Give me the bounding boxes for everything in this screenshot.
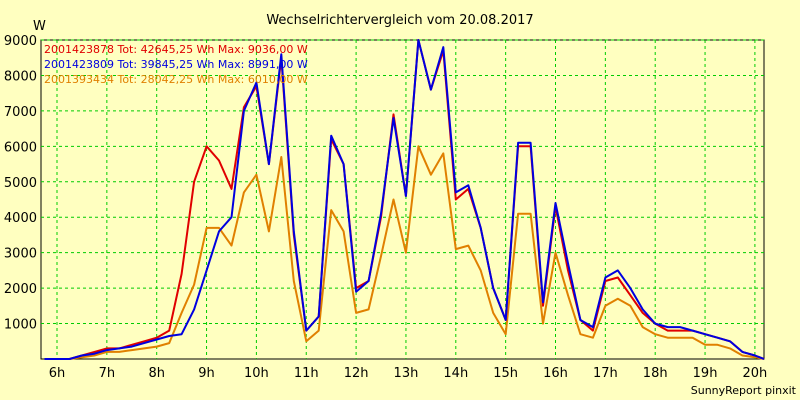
y-tick-label: 2000 bbox=[4, 282, 37, 297]
grid bbox=[41, 39, 764, 359]
y-tick-label: 1000 bbox=[4, 318, 37, 333]
y-tick-label: 9000 bbox=[4, 34, 37, 49]
x-tick-label: 6h bbox=[49, 366, 66, 381]
x-tick-labels: 6h 7h 8h 9h 10h 11h 12h 13h 14h 15h 16h 17h 18h 19h 20… bbox=[49, 366, 768, 381]
series-line bbox=[44, 145, 765, 360]
x-tick-label: 13h bbox=[394, 366, 419, 381]
series-lines bbox=[44, 39, 765, 360]
credit-label: SunnyReport pinxit bbox=[691, 384, 797, 397]
y-tick-label: 5000 bbox=[4, 176, 37, 191]
series-line bbox=[44, 39, 765, 360]
x-tick-label: 12h bbox=[344, 366, 369, 381]
x-tick-label: 15h bbox=[493, 366, 518, 381]
x-tick-label: 7h bbox=[99, 366, 116, 381]
y-tick-label: 6000 bbox=[4, 140, 37, 155]
y-tick-label: 7000 bbox=[4, 105, 37, 120]
chart-title: Wechselrichtervergleich vom 20.08.2017 bbox=[266, 13, 533, 28]
y-tick-label: 3000 bbox=[4, 247, 37, 262]
legend-entry: 2001423809 Tot: 39845,25 Wh Max: 8991,00… bbox=[44, 58, 308, 71]
y-tick-label: 4000 bbox=[4, 211, 37, 226]
x-tick-label: 19h bbox=[693, 366, 718, 381]
x-tick-label: 18h bbox=[643, 366, 668, 381]
y-tick-label: 8000 bbox=[4, 69, 37, 84]
x-tick-label: 9h bbox=[198, 366, 215, 381]
x-tick-label: 20h bbox=[743, 366, 768, 381]
x-tick-label: 17h bbox=[593, 366, 618, 381]
x-tick-label: 14h bbox=[443, 366, 468, 381]
legend-entry: 2001423878 Tot: 42645,25 Wh Max: 9036,00… bbox=[44, 43, 308, 56]
x-tick-label: 16h bbox=[543, 366, 568, 381]
legend: 2001423878 Tot: 42645,25 Wh Max: 9036,00… bbox=[44, 43, 308, 86]
x-tick-label: 11h bbox=[294, 366, 319, 381]
x-tick-label: 8h bbox=[148, 366, 165, 381]
y-axis-unit: W bbox=[33, 19, 46, 34]
x-tick-label: 10h bbox=[244, 366, 269, 381]
legend-entry: 2001393434 Tot: 28042,25 Wh Max: 6010,00… bbox=[44, 73, 308, 86]
y-tick-labels: 1000 2000 3000 4000 5000 6000 7000 8000 9000 bbox=[4, 34, 37, 333]
plot-area bbox=[40, 39, 765, 360]
